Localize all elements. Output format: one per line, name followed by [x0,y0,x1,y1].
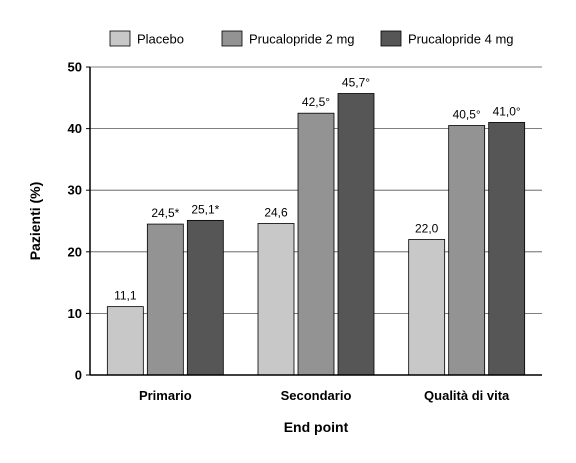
bar [186,219,224,376]
data-label: 45,7° [342,75,370,89]
data-label: 24,6 [264,205,288,219]
legend: Placebo Prucalopride 2 mg Prucalopride 4 m… [109,30,514,47]
y-tick-label: 10 [68,306,82,321]
bar [448,125,486,376]
bars [106,93,526,376]
data-label: 11,1 [114,289,137,303]
legend-label: Placebo [137,32,184,47]
legend-label: Prucalopride 2 mg [249,32,355,47]
data-label: 41,0° [493,104,521,118]
x-axis-title: End point [284,419,349,435]
y-tick-label: 0 [75,368,82,383]
bar [408,239,446,376]
bar [297,112,335,376]
y-tick-label: 30 [68,183,82,198]
y-axis-title: Pazienti (%) [27,182,43,261]
x-category-label: Primario [139,388,192,403]
data-label: 24,5* [151,206,179,220]
y-tick-labels: 0 10 20 30 40 50 [68,60,90,383]
legend-swatch [221,30,243,47]
bar [106,306,144,376]
x-category-labels: Primario Secondario Qualità di vita [139,388,510,403]
bar [488,122,526,376]
bar [146,223,184,376]
bar [257,223,295,376]
data-label: 42,5° [302,95,330,109]
legend-swatch [380,30,402,47]
data-label: 25,1* [191,202,219,216]
y-tick-label: 50 [68,60,82,75]
legend-label: Prucalopride 4 mg [408,32,514,47]
data-labels: 11,1 24,5* 25,1* 24,6 42,5° 45,7° 22,0 40,5° 41,… [114,75,521,302]
y-tick-label: 40 [68,121,82,136]
x-category-label: Secondario [281,388,352,403]
y-tick-label: 20 [68,244,82,259]
x-category-label: Qualità di vita [424,388,510,403]
data-label: 22,0 [415,221,439,235]
axes [89,67,542,376]
data-label: 40,5° [453,108,481,122]
bar [337,93,375,376]
legend-swatch [109,30,131,47]
